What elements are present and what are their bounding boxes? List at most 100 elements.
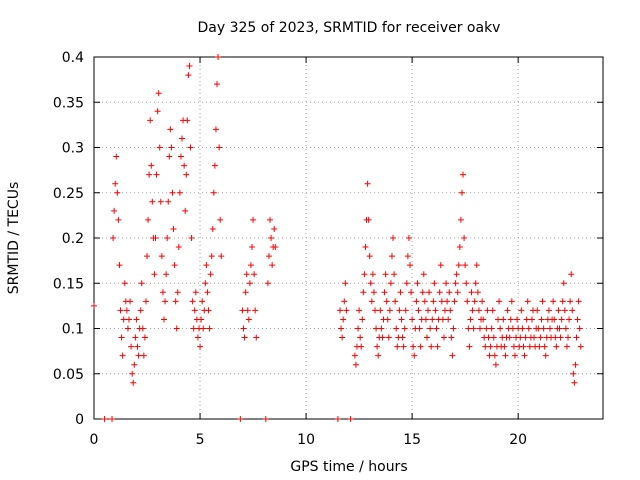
data-point (511, 352, 518, 359)
data-point (510, 343, 517, 350)
data-point (170, 225, 177, 232)
data-point (374, 343, 381, 350)
data-point (113, 153, 120, 160)
data-point (396, 307, 403, 314)
data-point (215, 54, 222, 60)
data-point (447, 307, 454, 314)
data-point (545, 307, 552, 314)
data-point (541, 343, 548, 350)
data-point (197, 343, 204, 350)
data-point (360, 289, 367, 296)
y-tick-label: 0.3 (62, 141, 84, 157)
data-point (199, 298, 206, 305)
data-point (528, 316, 535, 323)
data-point (561, 307, 568, 314)
data-point (568, 271, 575, 278)
y-tick-label: 0.15 (53, 276, 84, 292)
data-point (164, 235, 171, 241)
data-point (555, 307, 562, 314)
data-point (160, 316, 167, 323)
data-point (166, 153, 173, 160)
data-point (492, 361, 499, 368)
data-point (556, 325, 563, 332)
data-point (480, 316, 487, 323)
data-point (250, 216, 257, 223)
data-point (121, 280, 128, 287)
data-point (339, 334, 346, 341)
data-point (504, 307, 511, 314)
data-point (445, 316, 452, 323)
data-point (162, 298, 169, 305)
data-point (460, 171, 467, 178)
data-point (509, 325, 516, 332)
data-point (205, 307, 212, 314)
data-point (216, 144, 223, 151)
data-point (405, 235, 412, 241)
data-point (381, 289, 388, 296)
data-point (416, 325, 423, 332)
data-point (355, 325, 362, 332)
data-point (535, 325, 542, 332)
data-point (378, 325, 385, 332)
data-point (177, 153, 184, 160)
data-point (101, 416, 108, 422)
y-tick-labels: 0 0.05 0.1 0.15 0.2 0.25 0.3 0.35 0.4 (53, 50, 84, 428)
data-point (120, 316, 127, 323)
data-point (408, 289, 415, 296)
data-point (495, 316, 502, 323)
data-point (433, 325, 440, 332)
data-point (142, 298, 149, 305)
x-tick-labels: 0 5 10 15 20 (90, 432, 528, 448)
data-point (419, 289, 426, 296)
data-point (139, 325, 146, 332)
data-point (450, 325, 457, 332)
data-point (575, 298, 582, 305)
data-point (562, 325, 569, 332)
data-point (194, 334, 201, 341)
x-tick-label: 0 (90, 432, 99, 448)
data-point (211, 162, 218, 169)
data-point (132, 334, 139, 341)
data-point (404, 253, 411, 260)
data-point (485, 334, 492, 341)
data-point (456, 244, 463, 251)
y-tick-label: 0.25 (53, 186, 84, 202)
data-point (386, 307, 393, 314)
data-point (487, 343, 494, 350)
data-point (244, 307, 251, 314)
y-axis-label: SRMTID / TECUs (6, 182, 22, 295)
data-point (429, 316, 436, 323)
data-point (496, 298, 503, 305)
data-point (546, 325, 553, 332)
data-point (119, 352, 126, 359)
data-point (382, 271, 389, 278)
data-point (451, 298, 458, 305)
data-point (417, 343, 424, 350)
data-point (463, 280, 470, 287)
data-point (438, 298, 445, 305)
data-point (426, 289, 433, 296)
data-point (179, 135, 186, 142)
data-point (490, 334, 497, 341)
x-axis-label: GPS time / hours (290, 459, 407, 475)
data-point (501, 343, 508, 350)
data-point (440, 334, 447, 341)
data-point (420, 271, 427, 278)
data-point (398, 316, 405, 323)
data-point (198, 316, 205, 323)
y-tick-label: 0.35 (53, 95, 84, 111)
data-point (431, 280, 438, 287)
data-point (147, 117, 154, 124)
data-point (155, 90, 162, 97)
data-point (473, 262, 480, 269)
data-point (268, 235, 275, 241)
data-point (560, 280, 567, 287)
data-point (251, 271, 258, 278)
data-point (210, 189, 217, 196)
data-point (156, 144, 163, 151)
data-point (115, 216, 122, 223)
data-point (372, 307, 379, 314)
data-point (525, 325, 532, 332)
data-point (337, 307, 344, 314)
data-point (457, 216, 464, 223)
